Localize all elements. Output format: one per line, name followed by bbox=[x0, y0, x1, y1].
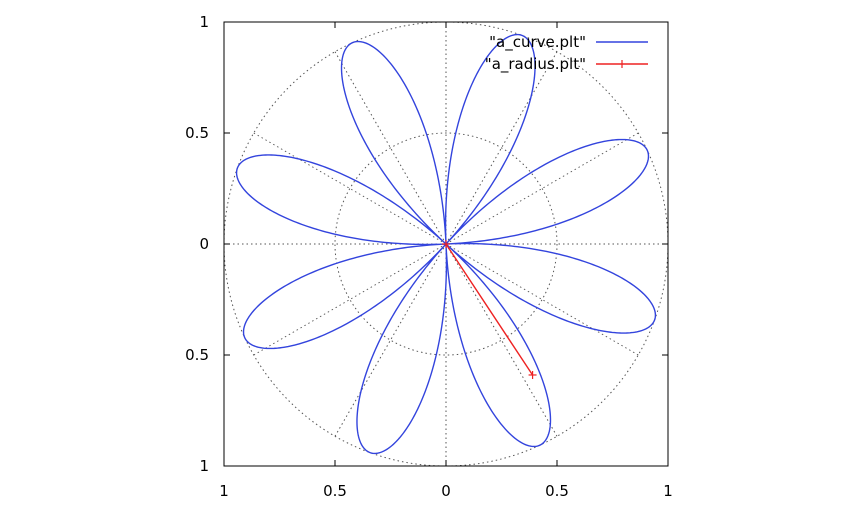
series-layer bbox=[235, 33, 657, 455]
y-tick-label: 1 bbox=[199, 457, 209, 475]
axis-ticks: 1 0.5 0 0.5 110.500.51 bbox=[185, 13, 673, 500]
grid-ray-8 bbox=[334, 243, 447, 437]
grid-ray-2 bbox=[445, 51, 558, 245]
x-tick-label: 0.5 bbox=[545, 482, 569, 500]
radius-line bbox=[445, 243, 534, 376]
x-tick-label: 1 bbox=[663, 482, 673, 500]
x-tick-label: 0 bbox=[441, 482, 451, 500]
legend: "a_curve.plt" "a_radius.plt" bbox=[485, 33, 648, 74]
y-tick-label: 0 bbox=[199, 235, 209, 253]
grid-ray-4 bbox=[334, 51, 447, 245]
grid-circle-0 bbox=[334, 132, 558, 356]
x-tick-label: 0.5 bbox=[323, 482, 347, 500]
grid-ray-11 bbox=[445, 243, 639, 356]
legend-label: "a_curve.plt" bbox=[489, 33, 586, 52]
radius-point bbox=[528, 370, 537, 379]
grid-ray-5 bbox=[253, 132, 447, 245]
grid-ray-1 bbox=[445, 132, 639, 245]
grid-ray-7 bbox=[253, 243, 447, 356]
curve-line bbox=[235, 33, 657, 455]
radius-point bbox=[442, 240, 450, 248]
y-tick-label: 1 bbox=[199, 13, 209, 31]
y-tick-label: 0.5 bbox=[185, 124, 209, 142]
y-tick-label: 0.5 bbox=[185, 346, 209, 364]
grid-ray-10 bbox=[445, 243, 558, 437]
x-tick-label: 1 bbox=[219, 482, 229, 500]
legend-label: "a_radius.plt" bbox=[485, 55, 586, 74]
